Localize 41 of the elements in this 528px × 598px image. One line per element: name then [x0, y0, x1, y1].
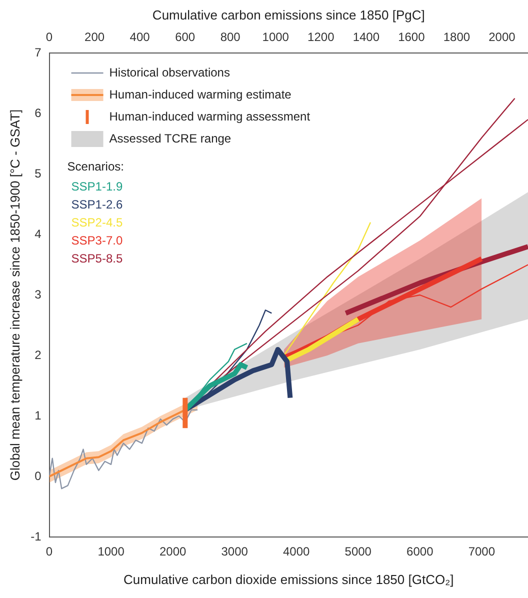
text: SSP1-2.6	[71, 197, 123, 212]
x2-tick-label: 600	[175, 30, 196, 44]
x2-tick-label: 200	[84, 30, 105, 44]
y-tick-label: 4	[34, 226, 42, 241]
legend-label: Historical observations	[109, 65, 230, 80]
x-tick-label: 2000	[159, 544, 186, 559]
x-tick-label: 3000	[221, 544, 248, 559]
x-tick-label: 6000	[406, 544, 434, 559]
x2-tick-label: 0	[46, 30, 53, 44]
legend-title: Scenarios:	[67, 159, 124, 174]
x2-tick-label: 1600	[398, 30, 426, 44]
x2-tick-label: 1400	[352, 30, 380, 44]
x-tick-label: 4000	[283, 544, 310, 559]
y-tick-label: -1	[30, 529, 42, 544]
x2-tick-label: 1000	[262, 30, 290, 44]
x2-tick-label: 800	[220, 30, 241, 44]
y-tick-label: 6	[34, 106, 42, 120]
y-tick-label: 1	[34, 408, 42, 422]
legend-label: Human-induced warming estimate	[109, 87, 292, 102]
x2-tick-label: 1200	[308, 30, 335, 44]
x2-axis-title: Cumulative carbon emissions since 1850 [PgC]	[152, 7, 425, 22]
x2-tick-label: 2000	[488, 30, 516, 44]
text: SSP3-7.0	[71, 233, 123, 248]
x-tick-label: 0	[46, 544, 53, 559]
x-tick-label: 7000	[468, 544, 496, 559]
text: SSP5-8.5	[71, 251, 123, 266]
x-tick-label: 1000	[98, 544, 125, 559]
text: SSP2-4.5	[71, 215, 123, 230]
y-tick-label: 5	[34, 166, 42, 180]
legend-label: Human-induced warming assessment	[109, 109, 311, 124]
y-tick-label: 2	[34, 348, 42, 362]
x2-tick-label: 400	[130, 30, 150, 44]
y-axis-title: Global mean temperature increase since 1850-1900 [°C - GSAT]	[7, 109, 22, 481]
x-tick-label: 5000	[344, 544, 372, 559]
x2-tick-label: 1800	[443, 30, 470, 44]
y-tick-label: 3	[34, 287, 42, 302]
legend-label: Assessed TCRE range	[109, 131, 232, 146]
y-tick-label: 0	[34, 468, 42, 483]
text: SSP1-1.9	[71, 179, 123, 194]
x-axis-title: Cumulative carbon dioxide emissions since 1850 [GtCO₂]	[124, 572, 454, 587]
y-tick-label: 7	[34, 45, 42, 60]
